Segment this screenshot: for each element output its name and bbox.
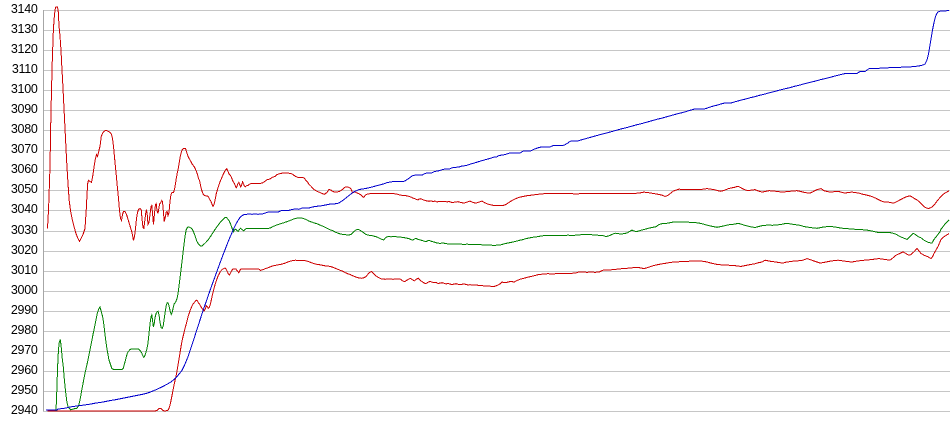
svg-text:2960: 2960 (11, 363, 38, 377)
svg-text:3090: 3090 (11, 102, 38, 116)
svg-text:3020: 3020 (11, 243, 38, 257)
svg-text:3050: 3050 (11, 182, 38, 196)
svg-text:2980: 2980 (11, 323, 38, 337)
svg-text:2990: 2990 (11, 303, 38, 317)
svg-text:2940: 2940 (11, 403, 38, 417)
svg-text:3080: 3080 (11, 122, 38, 136)
svg-text:3040: 3040 (11, 202, 38, 216)
svg-text:2970: 2970 (11, 343, 38, 357)
svg-text:3110: 3110 (12, 62, 38, 76)
svg-text:3140: 3140 (11, 2, 38, 16)
svg-text:3130: 3130 (11, 22, 38, 36)
svg-text:3000: 3000 (11, 283, 38, 297)
svg-text:3100: 3100 (11, 82, 38, 96)
svg-text:3010: 3010 (11, 263, 38, 277)
svg-text:2950: 2950 (11, 383, 38, 397)
svg-text:3030: 3030 (11, 223, 38, 237)
svg-text:3120: 3120 (11, 42, 38, 56)
svg-text:3060: 3060 (11, 162, 38, 176)
svg-text:3070: 3070 (11, 142, 38, 156)
